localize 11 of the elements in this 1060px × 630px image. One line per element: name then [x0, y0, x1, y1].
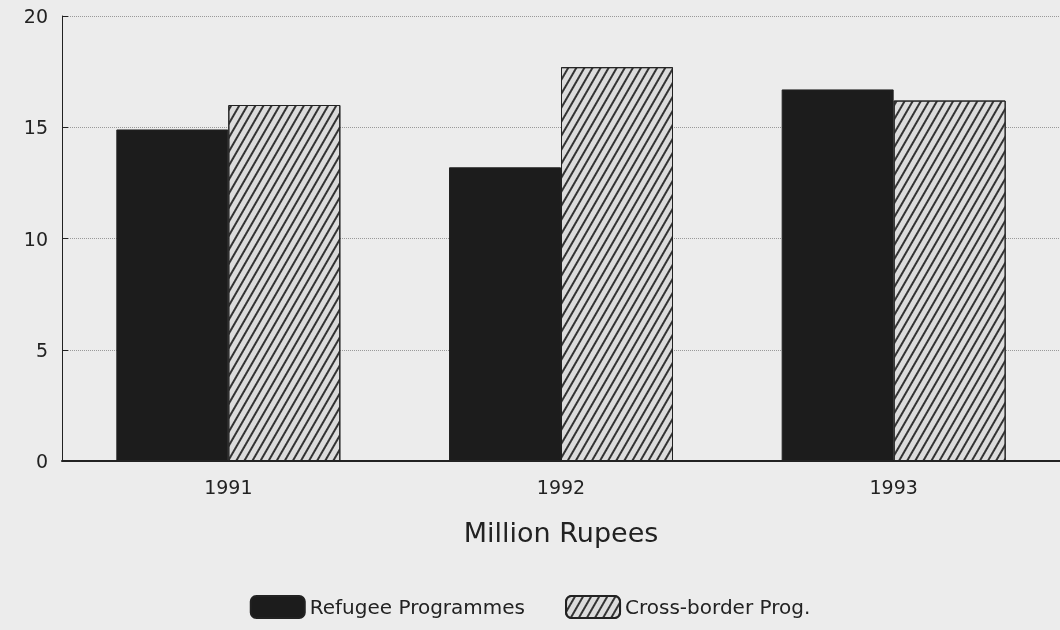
x-axis-title: Million Rupees — [463, 517, 659, 548]
y-tick-label: 0 — [35, 450, 48, 472]
legend-label: Cross-border Prog. — [625, 595, 811, 619]
x-tick-label: 1991 — [204, 475, 253, 498]
x-tick-label: 1992 — [536, 475, 586, 498]
x-tick-label: 1993 — [869, 475, 918, 498]
y-tick-label: 15 — [23, 116, 48, 139]
legend-label: Refugee Programmes — [309, 595, 526, 619]
y-tick-label: 5 — [35, 338, 48, 361]
y-tick-label: 20 — [23, 5, 48, 27]
y-tick-label: 10 — [23, 227, 48, 250]
